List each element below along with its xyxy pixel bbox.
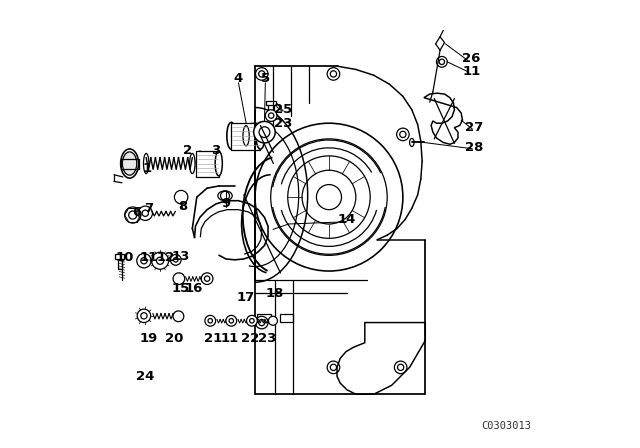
Polygon shape <box>337 323 425 394</box>
Text: 20: 20 <box>165 332 184 345</box>
Circle shape <box>266 110 277 121</box>
Circle shape <box>330 71 337 77</box>
Text: 9: 9 <box>221 197 230 211</box>
Text: 11: 11 <box>140 251 158 264</box>
Text: 24: 24 <box>136 370 154 383</box>
Circle shape <box>226 315 237 326</box>
Circle shape <box>436 56 447 67</box>
Text: 5: 5 <box>260 72 270 85</box>
Text: 3: 3 <box>211 143 221 157</box>
Circle shape <box>205 315 216 326</box>
Text: 6: 6 <box>132 206 141 220</box>
Bar <box>196 151 219 177</box>
Text: 11: 11 <box>220 332 239 345</box>
Ellipse shape <box>227 122 236 149</box>
Circle shape <box>137 309 150 323</box>
Circle shape <box>255 123 403 271</box>
Circle shape <box>268 316 277 325</box>
Bar <box>115 254 124 259</box>
Circle shape <box>259 71 265 77</box>
Circle shape <box>227 316 236 325</box>
Bar <box>269 102 274 110</box>
Text: 16: 16 <box>184 282 203 296</box>
Text: 1: 1 <box>143 161 152 175</box>
Circle shape <box>259 319 265 326</box>
Bar <box>266 101 276 105</box>
Text: 14: 14 <box>338 213 356 226</box>
Bar <box>257 314 271 322</box>
Text: 25: 25 <box>274 103 292 116</box>
Circle shape <box>174 190 188 204</box>
Ellipse shape <box>196 151 204 176</box>
Text: C0303013: C0303013 <box>481 421 531 431</box>
Circle shape <box>173 273 185 284</box>
Text: 12: 12 <box>156 251 175 264</box>
Ellipse shape <box>256 122 265 149</box>
Text: 13: 13 <box>172 250 190 263</box>
Bar <box>280 314 293 322</box>
Text: 26: 26 <box>462 52 481 65</box>
Bar <box>231 123 260 150</box>
Text: 8: 8 <box>179 199 188 213</box>
Circle shape <box>201 273 213 284</box>
Bar <box>118 255 122 269</box>
Text: 17: 17 <box>237 291 255 305</box>
Text: 27: 27 <box>465 121 484 134</box>
Text: 19: 19 <box>140 332 158 345</box>
Text: 23: 23 <box>274 116 292 130</box>
Circle shape <box>246 315 257 326</box>
Ellipse shape <box>218 191 232 201</box>
Circle shape <box>248 316 257 325</box>
Text: 15: 15 <box>172 282 190 296</box>
Circle shape <box>330 364 337 370</box>
Text: 2: 2 <box>183 143 193 157</box>
Circle shape <box>400 131 406 138</box>
Circle shape <box>253 121 275 143</box>
Text: 22: 22 <box>241 332 260 345</box>
Text: 10: 10 <box>116 251 134 264</box>
Text: 23: 23 <box>258 332 276 345</box>
Ellipse shape <box>122 152 137 175</box>
Text: 21: 21 <box>204 332 223 345</box>
Text: 4: 4 <box>234 72 243 85</box>
Polygon shape <box>424 93 463 144</box>
Circle shape <box>221 191 230 200</box>
Text: 7: 7 <box>144 202 154 215</box>
Text: 28: 28 <box>465 141 484 155</box>
Text: 11: 11 <box>462 65 481 78</box>
Ellipse shape <box>120 149 138 178</box>
Circle shape <box>173 311 184 322</box>
Text: 18: 18 <box>265 287 284 300</box>
Ellipse shape <box>215 151 222 176</box>
Circle shape <box>397 364 404 370</box>
